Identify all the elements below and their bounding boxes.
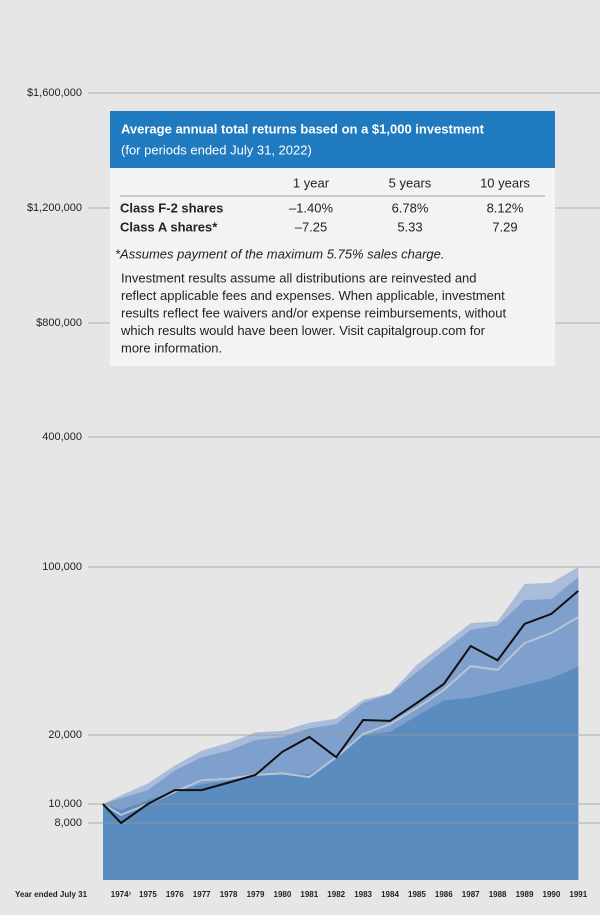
x-tick-label: 1978 <box>220 890 238 899</box>
y-tick-label: 100,000 <box>42 561 82 573</box>
column-header: 5 years <box>389 175 432 190</box>
cell: 7.29 <box>492 219 517 234</box>
y-tick-label: $1,600,000 <box>27 87 82 99</box>
footnote: *Assumes payment of the maximum 5.75% sa… <box>115 246 444 261</box>
row-label: Class A shares* <box>120 219 218 234</box>
x-tick-label: 1987 <box>462 890 480 899</box>
y-tick-label: $1,200,000 <box>27 202 82 214</box>
cell: 6.78% <box>392 200 429 215</box>
x-tick-label: 1990 <box>543 890 561 899</box>
x-tick-label: 1986 <box>435 890 453 899</box>
x-tick-label: 1975 <box>139 890 157 899</box>
line <box>102 590 579 825</box>
table-subtitle: (for periods ended July 31, 2022) <box>121 142 312 157</box>
note-line: results reflect fee waivers and/or expen… <box>121 305 507 320</box>
note-line: reflect applicable fees and expenses. Wh… <box>121 288 505 303</box>
y-tick-label: 20,000 <box>48 729 82 741</box>
x-tick-label: 1988 <box>489 890 507 899</box>
area <box>103 666 579 880</box>
x-tick-label: 1985 <box>408 890 426 899</box>
note-line: which results would have been lower. Vis… <box>120 323 486 338</box>
x-tick-label: 1980 <box>274 890 292 899</box>
x-tick-label: 1983 <box>354 890 372 899</box>
x-tick-label: 1977 <box>193 890 211 899</box>
cell: 8.12% <box>487 200 524 215</box>
y-tick-label: $800,000 <box>36 317 82 329</box>
x-tick-label: 1974¹ <box>111 890 132 899</box>
y-tick-label: 8,000 <box>54 817 82 829</box>
x-tick-label: 1989 <box>516 890 534 899</box>
y-tick-label: 400,000 <box>42 431 82 443</box>
note-line: Investment results assume all distributi… <box>121 270 477 285</box>
x-tick-label: 1991 <box>569 890 587 899</box>
x-axis-label: Year ended July 31 <box>15 890 88 899</box>
cell: –7.25 <box>295 219 328 234</box>
column-header: 10 years <box>480 175 530 190</box>
x-tick-label: 1979 <box>247 890 265 899</box>
column-header: 1 year <box>293 175 330 190</box>
x-tick-label: 1982 <box>327 890 345 899</box>
note-line: more information. <box>121 340 222 355</box>
x-tick-label: 1981 <box>300 890 318 899</box>
cell: –1.40% <box>289 200 334 215</box>
x-tick-label: 1976 <box>166 890 184 899</box>
x-tick-label: 1984 <box>381 890 399 899</box>
table-title: Average annual total returns based on a … <box>121 121 485 136</box>
cell: 5.33 <box>397 219 422 234</box>
y-tick-label: 10,000 <box>48 798 82 810</box>
table-header <box>110 111 555 168</box>
returns-table: Average annual total returns based on a … <box>110 111 555 366</box>
row-label: Class F-2 shares <box>120 200 223 215</box>
